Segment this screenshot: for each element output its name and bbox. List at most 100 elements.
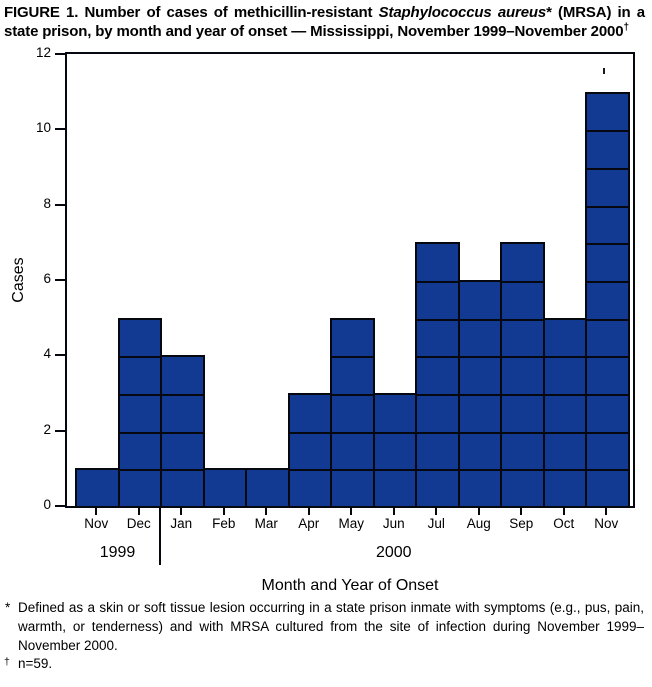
- footnote-text-0: Defined as a skin or soft tissue lesion …: [18, 600, 644, 653]
- unit-divider: [417, 394, 458, 396]
- unit-divider: [502, 394, 543, 396]
- unit-divider: [332, 469, 373, 472]
- year-label-2000: 2000: [375, 544, 412, 561]
- x-tick-label-6: May: [338, 516, 364, 531]
- bar-may-2000: [330, 317, 375, 508]
- x-tick-label-11: Oct: [553, 516, 575, 531]
- unit-divider: [332, 394, 373, 396]
- x-tick-0: [95, 508, 98, 515]
- x-tick-6: [350, 508, 353, 515]
- figure-title: FIGURE 1. Number of cases of methicillin…: [0, 0, 652, 41]
- x-tick-label-3: Feb: [212, 516, 236, 531]
- plot-area: [65, 52, 635, 508]
- x-tick-label-8: Jul: [427, 516, 445, 531]
- unit-divider: [417, 356, 458, 359]
- x-tick-2: [180, 508, 183, 515]
- unit-divider: [459, 356, 500, 359]
- unit-divider: [544, 356, 585, 359]
- y-tick-label-8: 8: [43, 195, 51, 211]
- x-tick-label-9: Aug: [466, 516, 491, 531]
- unit-divider: [162, 394, 203, 396]
- unit-divider: [289, 431, 330, 434]
- unit-divider: [417, 431, 458, 434]
- x-tick-5: [307, 508, 310, 515]
- unit-divider: [374, 469, 415, 472]
- x-tick-9: [477, 508, 480, 515]
- bar-jun-2000: [372, 393, 417, 508]
- y-tick-label-4: 4: [43, 346, 51, 362]
- title-species-italic: Staphylococcus aureus: [378, 4, 547, 21]
- unit-divider: [502, 318, 543, 321]
- unit-divider: [587, 205, 628, 208]
- unit-divider: [502, 469, 543, 472]
- unit-divider: [459, 318, 500, 321]
- unit-divider: [162, 431, 203, 434]
- bar-mar-2000: [245, 468, 290, 508]
- y-tick-8: [55, 203, 65, 206]
- unit-divider: [417, 281, 458, 283]
- unit-divider: [332, 431, 373, 434]
- bar-feb-2000: [202, 468, 247, 508]
- x-tick-11: [562, 508, 565, 515]
- unit-divider: [587, 431, 628, 434]
- x-tick-label-0: Nov: [84, 516, 109, 531]
- unit-divider: [119, 394, 160, 396]
- unit-divider: [162, 469, 203, 472]
- unit-divider: [374, 431, 415, 434]
- unit-divider: [587, 469, 628, 472]
- x-tick-label-2: Jan: [170, 516, 193, 531]
- x-axis-title: Month and Year of Onset: [261, 577, 439, 594]
- y-tick-0: [55, 505, 65, 507]
- unit-divider: [502, 281, 543, 283]
- unit-divider: [502, 431, 543, 434]
- unit-divider: [119, 356, 160, 359]
- footnotes: * Defined as a skin or soft tissue lesion…: [0, 599, 652, 674]
- unit-divider: [119, 469, 160, 472]
- unit-divider: [119, 431, 160, 434]
- x-tick-3: [222, 508, 225, 515]
- y-tick-10: [55, 128, 65, 131]
- x-tick-label-1: Dec: [126, 516, 151, 531]
- bar-dec-1999: [117, 317, 162, 508]
- footnote-marker-0: *: [5, 600, 11, 615]
- bar-jan-2000: [160, 355, 205, 508]
- bar-jul-2000: [415, 242, 460, 508]
- x-tick-label-4: Mar: [254, 516, 278, 531]
- mrsa-epi-curve-chart: Cases Month and Year of Onset 0 2 4 6 8 10 12 N…: [0, 41, 652, 597]
- title-dagger: †: [623, 22, 629, 33]
- y-tick-2: [55, 429, 65, 432]
- bar-aug-2000: [457, 280, 502, 508]
- title-text-rest: * (MRSA) in a state prison, by month and…: [4, 4, 646, 40]
- x-tick-label-12: Nov: [594, 516, 619, 531]
- unit-divider: [459, 431, 500, 434]
- bar-oct-2000: [542, 317, 587, 508]
- unit-divider: [587, 168, 628, 170]
- unit-divider: [502, 356, 543, 359]
- unit-divider: [587, 318, 628, 321]
- x-tick-label-5: Apr: [298, 516, 320, 531]
- x-tick-7: [392, 508, 395, 515]
- bar-nov-2000: [585, 91, 630, 508]
- unit-divider: [289, 469, 330, 472]
- unit-divider: [417, 469, 458, 472]
- unit-divider: [544, 394, 585, 396]
- footnote-1: † n=59.: [0, 655, 644, 674]
- unit-divider: [332, 356, 373, 359]
- unit-divider: [459, 394, 500, 396]
- y-tick-label-6: 6: [43, 271, 51, 286]
- x-tick-label-10: Sep: [509, 516, 534, 531]
- unit-divider: [544, 469, 585, 472]
- unit-divider: [417, 318, 458, 321]
- unit-divider: [587, 394, 628, 396]
- unit-divider: [459, 469, 500, 472]
- bar-nov-1999: [75, 468, 120, 508]
- unit-divider: [587, 243, 628, 246]
- year-separator: [159, 508, 161, 565]
- unit-divider: [544, 431, 585, 434]
- x-tick-4: [265, 508, 268, 515]
- x-tick-1: [137, 508, 140, 515]
- y-tick-6: [55, 279, 65, 281]
- y-tick-label-0: 0: [43, 497, 51, 512]
- y-tick-12: [55, 53, 65, 55]
